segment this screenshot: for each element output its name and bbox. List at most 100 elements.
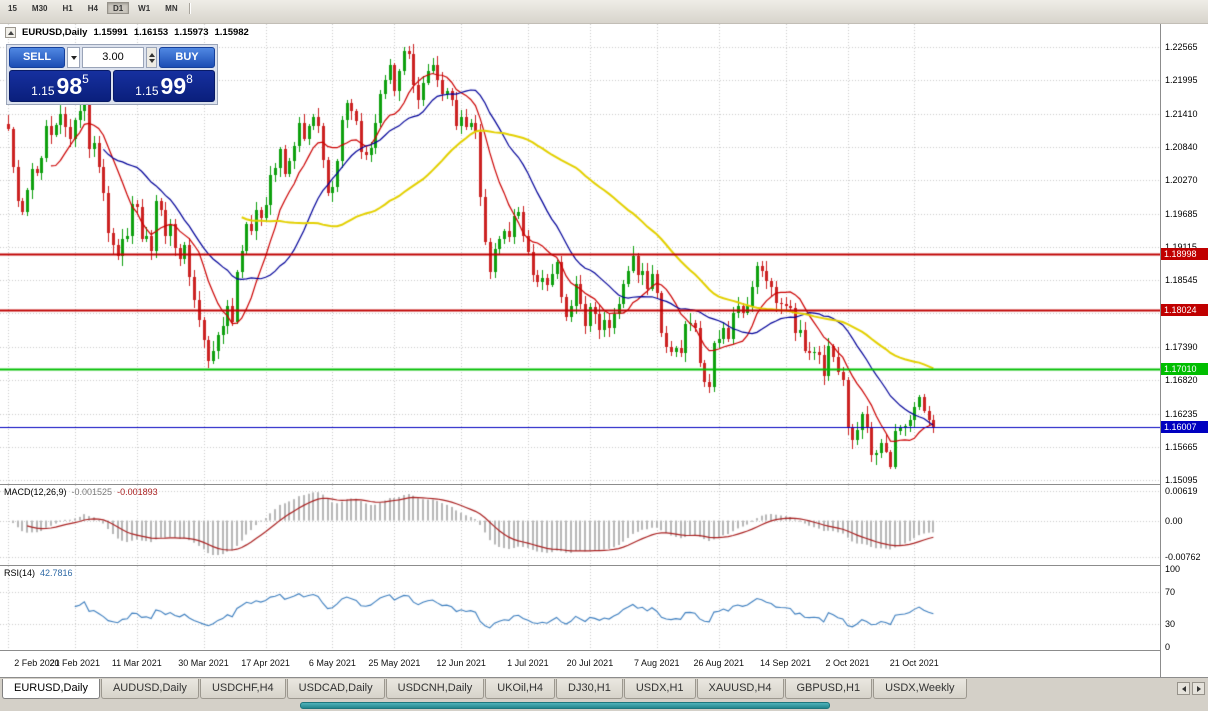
sell-button[interactable]: SELL (9, 47, 65, 68)
rsi-axis-label: 0 (1165, 642, 1171, 652)
chart-window: 2 Feb 2021 20 Feb 2021 11 Mar 2021 30 Mar 2… (0, 24, 1208, 677)
rsi-panel-separator[interactable] (0, 565, 1208, 566)
bottom-strip (0, 700, 1208, 711)
price-axis-label: 1.19685 (1165, 208, 1198, 219)
date-axis-label: 7 Aug 2021 (633, 658, 680, 668)
chart-tab-eurusd-daily[interactable]: EURUSD,Daily (2, 679, 100, 699)
chart-tab-usdx-h1[interactable]: USDX,H1 (623, 679, 696, 699)
sell-price-display[interactable]: 1.15 98 5 (9, 70, 111, 102)
price-level-tag[interactable]: 1.16007 (1161, 420, 1208, 433)
rsi-label: RSI(14) 42.7816 (4, 568, 73, 578)
tab-scroll-buttons (1177, 682, 1205, 695)
ohlc-close: 1.15982 (214, 27, 249, 38)
rsi-axis-label: 30 (1165, 618, 1176, 629)
macd-label: MACD(12,26,9) -0.001525 -0.001893 (4, 487, 158, 497)
timeframe-button-d1[interactable]: D1 (106, 2, 130, 14)
buy-button[interactable]: BUY (159, 47, 215, 68)
chart-tab-bar: EURUSD,Daily AUDUSD,Daily USDCHF,H4 USDCAD,… (0, 677, 1208, 700)
chart-tab-xauusd-h4[interactable]: XAUUSD,H4 (696, 679, 784, 699)
date-axis-label: 11 Mar 2021 (111, 658, 162, 668)
price-level-tag[interactable]: 1.18998 (1161, 247, 1208, 260)
sell-price-pip: 5 (82, 72, 89, 86)
volume-stepper[interactable] (146, 47, 157, 68)
sell-price-big: 98 (56, 73, 83, 99)
timeframe-button-15[interactable]: 15 (8, 4, 17, 13)
ohlc-high: 1.16153 (133, 27, 169, 38)
price-axis-label: 1.18545 (1165, 274, 1198, 285)
date-axis-label: 12 Jun 2021 (436, 658, 486, 668)
timeframe-button-h4[interactable]: H4 (87, 4, 98, 13)
date-axis-label: 6 May 2021 (308, 658, 356, 668)
chart-symbol-period: EURUSD,Daily (22, 27, 88, 38)
date-axis: 2 Feb 2021 20 Feb 2021 11 Mar 2021 30 Mar 2… (0, 651, 1160, 677)
triangle-left-icon (1181, 685, 1186, 692)
macd-axis-label: 0.00619 (1165, 486, 1198, 496)
macd-axis-label: -0.00762 (1165, 552, 1201, 562)
price-level-tag[interactable]: 1.18024 (1161, 303, 1208, 316)
macd-value-main: -0.001525 (71, 487, 113, 497)
price-axis: 1.22565 1.21995 1.21410 1.20840 1.20270 1.196… (1161, 24, 1208, 677)
chart-tab-dj30-h1[interactable]: DJ30,H1 (556, 679, 623, 699)
timeframe-button-mn[interactable]: MN (165, 4, 178, 13)
price-axis-label: 1.21995 (1165, 74, 1198, 85)
macd-indicator-canvas[interactable] (0, 485, 1160, 565)
chart-tab-ukoil-h4[interactable]: UKOil,H4 (485, 679, 556, 699)
timeframe-button-m30[interactable]: M30 (31, 4, 48, 13)
chart-tab-usdcad-daily[interactable]: USDCAD,Daily (286, 679, 385, 699)
tab-scroll-left-button[interactable] (1177, 682, 1190, 695)
date-axis-label: 20 Jul 2021 (566, 658, 614, 668)
date-axis-separator (0, 650, 1208, 651)
macd-panel-separator[interactable] (0, 484, 1208, 485)
tab-scroll-right-button[interactable] (1192, 682, 1205, 695)
ohlc-open: 1.15991 (93, 27, 128, 38)
macd-value-signal: -0.001893 (117, 487, 158, 497)
price-axis-label: 1.20840 (1165, 141, 1198, 152)
price-axis-label: 1.15665 (1165, 441, 1198, 452)
rsi-axis-label: 70 (1165, 587, 1176, 598)
chart-tab-usdcnh-daily[interactable]: USDCNH,Daily (385, 679, 485, 699)
stepper-up-icon (148, 52, 155, 57)
date-axis-label: 21 Oct 2021 (889, 658, 939, 668)
price-axis-label: 1.17390 (1165, 341, 1198, 352)
timeframe-button-w1[interactable]: W1 (138, 4, 151, 13)
price-axis-label: 1.16235 (1165, 408, 1198, 419)
chart-tab-audusd-daily[interactable]: AUDUSD,Daily (100, 679, 199, 699)
date-axis-label: 1 Jul 2021 (507, 658, 549, 668)
rsi-name: RSI(14) (4, 568, 36, 578)
buy-price-big: 99 (160, 73, 187, 99)
rsi-indicator-canvas[interactable] (0, 566, 1160, 650)
timeframe-toolbar: 15 M30 H1 H4 D1 W1 MN (0, 0, 1208, 24)
toolbar-separator (188, 3, 190, 14)
buy-price-pip: 8 (186, 72, 193, 86)
chart-tab-gbpusd-h1[interactable]: GBPUSD,H1 (784, 679, 873, 699)
ohlc-low: 1.15973 (174, 27, 209, 38)
date-axis-label: 20 Feb 2021 (49, 658, 101, 668)
buy-price-display[interactable]: 1.15 99 8 (113, 70, 215, 102)
price-axis-label: 1.16820 (1165, 374, 1198, 385)
rsi-axis-label: 100 (1165, 564, 1181, 574)
horizontal-scrollbar-thumb[interactable] (300, 702, 830, 709)
price-axis-label: 1.19115 (1165, 242, 1197, 252)
one-click-trading-panel: SELL 3.00 BUY 1.15 98 5 1.15 99 8 (6, 44, 218, 105)
chart-tab-usdchf-h4[interactable]: USDCHF,H4 (199, 679, 286, 699)
volume-input[interactable]: 3.00 (82, 47, 144, 68)
volume-dropdown-button[interactable] (67, 47, 80, 68)
triangle-right-icon (1196, 685, 1201, 692)
timeframe-button-h1[interactable]: H1 (62, 4, 73, 13)
one-click-panel-toggle-icon[interactable] (5, 27, 16, 38)
date-axis-label: 17 Apr 2021 (241, 658, 290, 668)
macd-name: MACD(12,26,9) (4, 487, 67, 497)
price-axis-label: 1.20270 (1165, 174, 1198, 185)
chart-tabs: EURUSD,Daily AUDUSD,Daily USDCHF,H4 USDCAD,… (0, 678, 967, 700)
sell-price-prefix: 1.15 (31, 84, 55, 98)
chevron-down-icon (70, 55, 77, 60)
price-level-tag[interactable]: 1.17010 (1161, 362, 1208, 375)
triangle-up-icon (7, 30, 14, 35)
buy-price-prefix: 1.15 (135, 84, 159, 98)
date-axis-label: 2 Oct 2021 (825, 658, 870, 668)
chart-tab-usdx-weekly[interactable]: USDX,Weekly (873, 679, 967, 699)
macd-axis-label: 0.00 (1165, 515, 1183, 526)
date-axis-label: 30 Mar 2021 (178, 658, 229, 668)
date-axis-label: 2 Feb 2021 (14, 658, 60, 668)
